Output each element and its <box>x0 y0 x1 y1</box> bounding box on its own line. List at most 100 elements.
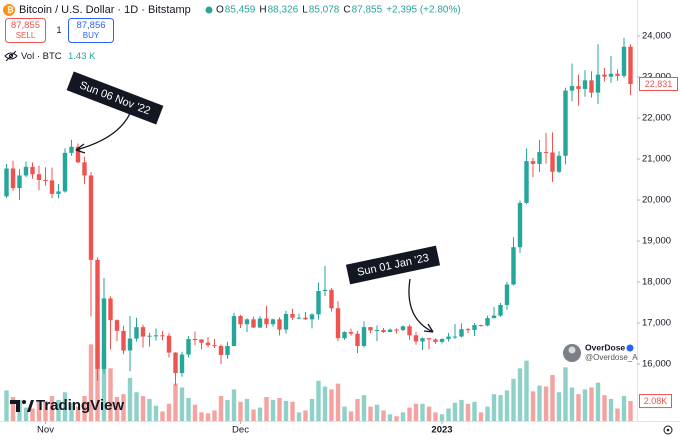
volume-bar <box>504 390 510 421</box>
candle-body <box>582 80 588 89</box>
candle-body <box>153 335 159 337</box>
candle-body <box>361 327 367 346</box>
btc-glyph: ₿ <box>7 6 14 15</box>
y-tick-label: 17,000 <box>642 318 671 329</box>
volume-value: 1.43 K <box>68 51 96 62</box>
volume-bar <box>49 396 55 421</box>
btc-icon <box>3 4 15 16</box>
volume-bar <box>82 396 87 421</box>
tradingview-logo <box>10 400 34 412</box>
volume-bar <box>153 405 159 421</box>
candle-body <box>608 73 614 77</box>
candle-body <box>270 319 276 325</box>
volume-bar <box>147 398 152 421</box>
volume-bar <box>608 398 614 421</box>
candle-body <box>433 339 438 342</box>
volume-bar <box>472 401 477 421</box>
candle-body <box>95 259 100 369</box>
volume-bar <box>368 406 373 421</box>
volume-bar <box>309 398 315 421</box>
volume-bar <box>556 392 562 421</box>
volume-bar <box>582 389 588 421</box>
candle-body <box>283 314 289 330</box>
candle-body <box>140 327 146 337</box>
candle-body <box>134 327 139 339</box>
volume-bar <box>69 402 74 421</box>
y-tick-label: 24,000 <box>642 31 671 42</box>
candle-body <box>420 338 425 342</box>
candle-body <box>413 335 419 342</box>
candle-body <box>199 339 204 343</box>
candle-body <box>101 298 107 369</box>
volume-bar <box>381 410 386 421</box>
axis-background <box>638 0 680 421</box>
candle-body <box>452 336 458 338</box>
ohlc-legend: O 85,459 H 88,326 L 85,078 C 87,855 +2,395 (+2.8… <box>216 5 461 16</box>
volume-bar <box>550 375 555 421</box>
volume-bar <box>257 407 263 421</box>
volume-tag <box>639 394 672 409</box>
ohlc-change: +2,395 (+2.80%) <box>386 5 461 16</box>
candle-body <box>485 318 490 326</box>
candle-body <box>4 168 9 197</box>
candle-body <box>400 326 406 330</box>
candle-body <box>407 326 412 336</box>
candle-body <box>426 338 432 340</box>
volume-bar <box>277 398 282 421</box>
x-tick-label: Dec <box>232 425 249 436</box>
candle-body <box>465 329 471 331</box>
candle-body <box>257 318 263 328</box>
candle-body <box>498 304 503 316</box>
x-tick-label: Nov <box>37 425 54 436</box>
y-tick-label: 19,000 <box>642 236 671 247</box>
candle-body <box>43 179 48 181</box>
volume-bar <box>296 412 302 421</box>
ohlc-value: 85,078 <box>309 5 340 16</box>
sell-button[interactable] <box>5 18 46 43</box>
candle-body <box>316 291 321 315</box>
volume-bar <box>628 401 633 421</box>
volume-bar <box>530 391 536 421</box>
y-tick-label: 21,000 <box>642 154 671 165</box>
author-handle: @Overdose_AI <box>585 353 640 362</box>
candle-body <box>511 247 516 285</box>
volume-bar <box>595 382 601 421</box>
sell-price: 87,855 <box>11 20 40 31</box>
settings-icon[interactable] <box>663 425 673 435</box>
volume-bar <box>335 383 341 421</box>
candle-body <box>296 317 302 319</box>
volume-bar <box>615 408 620 421</box>
candle-body <box>342 332 347 339</box>
ohlc-key: L <box>302 5 308 16</box>
volume-bar <box>511 378 516 421</box>
candle-body <box>569 86 575 91</box>
symbol: Bitcoin / U.S. Dollar · 1D · Bitstamp <box>19 4 191 16</box>
volume-bar <box>23 407 29 421</box>
volume-bar <box>316 380 321 421</box>
candle-body <box>277 319 282 330</box>
verified-badge <box>626 344 634 352</box>
volume-bar <box>517 368 523 421</box>
volume-bar <box>192 404 198 421</box>
volume-bar <box>400 412 406 421</box>
volume-bar <box>439 414 445 421</box>
volume-bar <box>173 383 178 421</box>
candle-body <box>394 329 399 331</box>
candle-body <box>121 330 126 351</box>
candle-body <box>615 73 620 76</box>
eye-off-icon[interactable] <box>4 50 18 62</box>
candle-body <box>439 339 445 342</box>
candle-body <box>23 166 29 176</box>
volume-bar <box>465 403 471 421</box>
volume-bar <box>459 399 464 421</box>
volume-bar <box>413 403 419 421</box>
volume-bar <box>329 389 334 421</box>
volume-bar <box>127 377 133 421</box>
volume-bar <box>10 397 16 421</box>
candle-body <box>543 152 549 154</box>
sell-label: SELL <box>16 31 36 40</box>
volume-bar <box>446 408 451 421</box>
buy-button[interactable] <box>68 18 114 43</box>
volume-bar <box>563 367 568 421</box>
